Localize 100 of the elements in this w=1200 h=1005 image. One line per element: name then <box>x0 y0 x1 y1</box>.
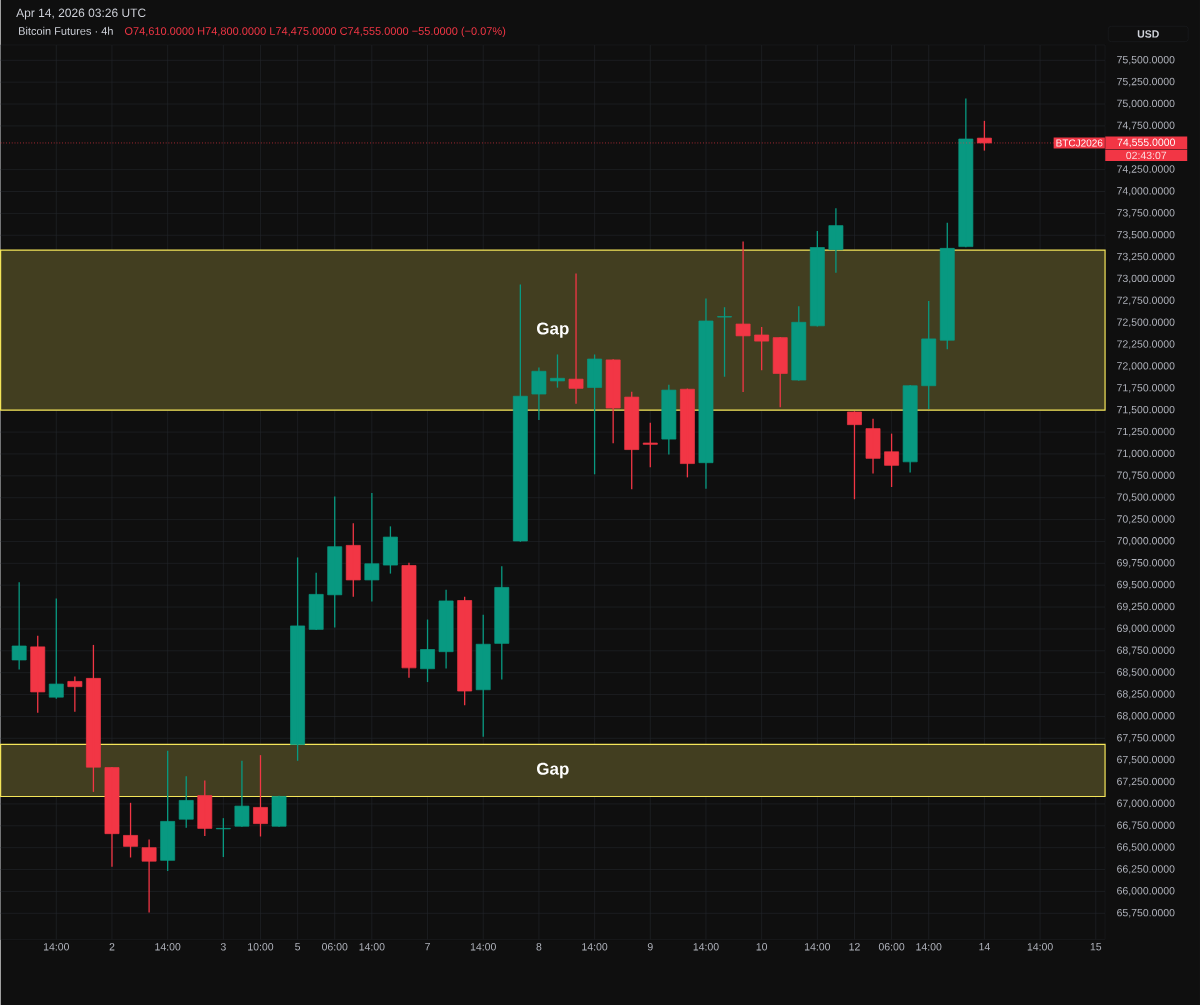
y-tick-label: 69,250.0000 <box>1117 602 1175 612</box>
candlestick <box>624 391 640 489</box>
candlestick <box>11 582 27 670</box>
candlestick <box>48 598 64 699</box>
y-tick-label: 67,500.0000 <box>1117 755 1175 765</box>
candlestick <box>809 230 825 327</box>
x-tick-label: 14:00 <box>693 942 719 951</box>
y-tick-label: 67,000.0000 <box>1117 799 1175 809</box>
x-tick-label: 14:00 <box>1027 942 1053 951</box>
y-tick-label: 72,000.0000 <box>1117 361 1175 371</box>
candlestick <box>550 354 565 388</box>
candlestick <box>475 614 491 737</box>
band-label: Gap <box>537 762 569 778</box>
y-tick-label: 72,750.0000 <box>1117 296 1175 305</box>
candlestick <box>104 766 120 867</box>
candlestick <box>438 589 454 669</box>
candlestick <box>141 839 157 913</box>
y-tick-label: 71,750.0000 <box>1117 383 1175 393</box>
y-tick-label: 67,750.0000 <box>1117 733 1175 743</box>
candlestick <box>921 300 937 409</box>
candlestick <box>123 802 138 858</box>
candlestick <box>364 492 380 602</box>
y-tick-label: 66,250.0000 <box>1117 864 1175 874</box>
y-tick-label: 72,500.0000 <box>1117 318 1175 327</box>
x-tick-label: 9 <box>647 942 653 951</box>
x-tick-label: 14:00 <box>582 942 608 951</box>
candlestick <box>884 433 899 487</box>
y-tick-label: 75,250.0000 <box>1117 77 1175 87</box>
candlestick <box>308 572 324 630</box>
y-tick-label: 71,500.0000 <box>1117 405 1175 415</box>
y-tick-label: 66,500.0000 <box>1117 843 1175 852</box>
y-tick-label: 67,250.0000 <box>1117 777 1175 787</box>
x-tick-label: 14:00 <box>359 942 385 951</box>
x-tick-label: 06:00 <box>878 942 905 951</box>
x-tick-label: 14:00 <box>916 942 942 951</box>
candlestick <box>494 565 510 680</box>
candlestick <box>698 298 714 489</box>
candlestick <box>345 523 361 597</box>
y-tick-label: 71,250.0000 <box>1117 427 1175 437</box>
candlestick <box>865 418 881 474</box>
band-label: Gap <box>537 322 569 338</box>
y-tick-label: 75,500.0000 <box>1117 55 1175 65</box>
candlestick <box>772 336 788 408</box>
candlestick <box>383 526 398 574</box>
candlestick <box>568 273 584 404</box>
y-tick-label: 68,750.0000 <box>1117 646 1175 655</box>
candlestick <box>791 306 807 381</box>
candlestick <box>605 359 621 444</box>
x-tick-label: 14:00 <box>43 942 70 951</box>
candlestick <box>642 422 658 468</box>
y-tick-label: 74,000.0000 <box>1117 186 1175 196</box>
y-tick-label: 65,750.0000 <box>1117 908 1175 918</box>
x-tick-label: 10:00 <box>248 942 274 951</box>
x-tick-label: 5 <box>295 942 301 951</box>
candlestick <box>401 562 417 678</box>
candlestick <box>86 644 101 792</box>
candlestick <box>754 326 770 370</box>
y-tick-label: 68,000.0000 <box>1117 711 1175 721</box>
candlestick <box>531 367 547 420</box>
candlestick <box>457 596 473 706</box>
candlestick <box>290 557 306 761</box>
chart-subtitle: O74,610.0000 H74,800.0000 L74,475.0000 C74,555.0000 −55.0000 (−0.07%) <box>124 26 506 37</box>
ref-line-label: 74,555.0000 <box>1117 138 1175 148</box>
candlestick <box>661 384 677 455</box>
y-tick-label: 70,500.0000 <box>1117 493 1175 502</box>
y-tick-label: 73,750.0000 <box>1117 208 1175 218</box>
candlestick <box>197 780 213 836</box>
y-tick-label: 71,000.0000 <box>1117 449 1175 459</box>
y-tick-label: 68,250.0000 <box>1117 689 1175 699</box>
candlestick <box>271 795 287 827</box>
candlestick <box>958 98 974 248</box>
candlestick <box>327 496 343 628</box>
candlestick <box>587 354 602 475</box>
x-tick-label: 12 <box>849 942 860 951</box>
y-tick-label: 75,000.0000 <box>1117 99 1175 109</box>
x-tick-label: 14:00 <box>805 942 831 951</box>
candlestick <box>420 619 435 682</box>
x-tick-label: 15 <box>1090 942 1102 951</box>
candlestick <box>847 411 862 499</box>
candlestick <box>234 760 250 827</box>
candlestick <box>512 284 528 542</box>
chart-title: Bitcoin Futures · 4h <box>19 26 113 35</box>
y-tick-label: 69,500.0000 <box>1117 580 1175 590</box>
candlestick <box>160 750 176 871</box>
x-tick-label: 10 <box>756 942 768 951</box>
y-tick-label: 73,000.0000 <box>1117 274 1175 284</box>
x-tick-label: 2 <box>109 942 115 951</box>
y-tick-label: 73,250.0000 <box>1117 252 1175 262</box>
candlestick <box>178 775 194 828</box>
y-tick-label: 68,500.0000 <box>1117 668 1175 677</box>
candlestick <box>30 635 46 713</box>
x-tick-label: 06:00 <box>322 942 348 951</box>
y-tick-label: 74,750.0000 <box>1117 121 1175 130</box>
candlestick <box>680 388 695 478</box>
y-tick-label: 66,750.0000 <box>1117 821 1175 830</box>
x-tick-label: 3 <box>220 942 226 951</box>
x-tick-label: 14:00 <box>470 942 496 951</box>
text: 02:43:07 <box>1126 151 1167 159</box>
y-tick-label: 70,750.0000 <box>1117 471 1175 480</box>
x-tick-label: 14 <box>979 942 990 951</box>
